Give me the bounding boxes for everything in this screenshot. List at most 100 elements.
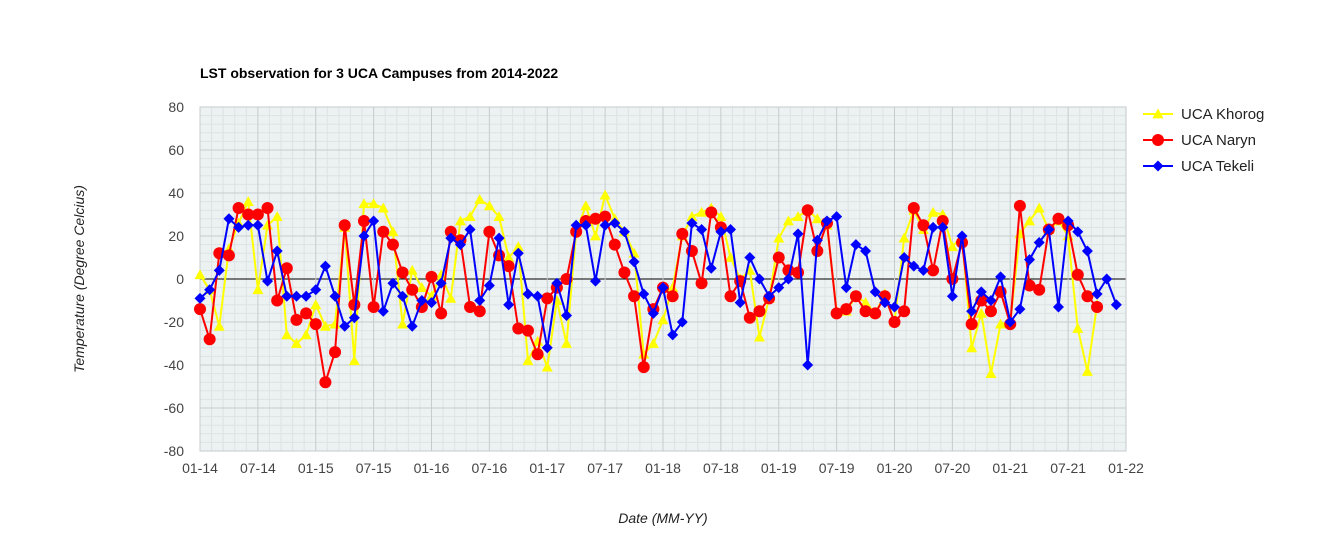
legend-marker[interactable] bbox=[1152, 108, 1164, 119]
data-point-uca-khorog[interactable] bbox=[753, 331, 765, 342]
data-point-uca-tekeli[interactable] bbox=[686, 217, 698, 229]
data-point-uca-naryn[interactable] bbox=[338, 219, 351, 232]
data-point-uca-tekeli[interactable] bbox=[368, 215, 380, 227]
data-point-uca-tekeli[interactable] bbox=[483, 279, 495, 291]
data-point-uca-naryn[interactable] bbox=[541, 292, 554, 305]
data-point-uca-khorog[interactable] bbox=[782, 215, 794, 226]
data-point-uca-khorog[interactable] bbox=[715, 211, 727, 222]
data-point-uca-tekeli[interactable] bbox=[676, 316, 688, 328]
data-point-uca-naryn[interactable] bbox=[608, 238, 621, 251]
data-point-uca-naryn[interactable] bbox=[618, 266, 631, 279]
data-point-uca-khorog[interactable] bbox=[464, 211, 476, 222]
data-point-uca-naryn[interactable] bbox=[927, 264, 940, 277]
data-point-uca-tekeli[interactable] bbox=[1072, 226, 1084, 238]
data-point-uca-tekeli[interactable] bbox=[1043, 224, 1055, 236]
data-point-uca-naryn[interactable] bbox=[435, 307, 448, 320]
data-point-uca-khorog[interactable] bbox=[310, 299, 322, 310]
data-point-uca-tekeli[interactable] bbox=[696, 224, 708, 236]
data-point-uca-naryn[interactable] bbox=[242, 208, 255, 221]
data-point-uca-tekeli[interactable] bbox=[821, 215, 833, 227]
data-point-uca-naryn[interactable] bbox=[300, 307, 313, 320]
data-point-uca-tekeli[interactable] bbox=[570, 219, 582, 231]
data-point-uca-tekeli[interactable] bbox=[426, 297, 437, 309]
data-point-uca-tekeli[interactable] bbox=[310, 284, 322, 296]
data-point-uca-tekeli[interactable] bbox=[860, 245, 872, 257]
data-point-uca-khorog[interactable] bbox=[348, 355, 360, 366]
data-point-uca-tekeli[interactable] bbox=[329, 290, 341, 302]
data-point-uca-tekeli[interactable] bbox=[898, 252, 910, 263]
data-point-uca-naryn[interactable] bbox=[869, 307, 882, 320]
data-point-uca-tekeli[interactable] bbox=[252, 219, 264, 231]
data-point-uca-tekeli[interactable] bbox=[628, 256, 640, 268]
data-point-uca-khorog[interactable] bbox=[1033, 202, 1045, 213]
data-point-uca-khorog[interactable] bbox=[522, 355, 534, 366]
data-point-uca-khorog[interactable] bbox=[541, 361, 553, 372]
data-point-uca-tekeli[interactable] bbox=[204, 284, 216, 296]
data-point-uca-naryn[interactable] bbox=[984, 305, 997, 318]
data-point-uca-khorog[interactable] bbox=[406, 264, 418, 275]
data-point-uca-khorog[interactable] bbox=[493, 211, 505, 222]
data-point-uca-khorog[interactable] bbox=[194, 269, 206, 280]
data-point-uca-khorog[interactable] bbox=[985, 368, 997, 378]
data-point-uca-naryn[interactable] bbox=[599, 210, 612, 223]
data-point-uca-tekeli[interactable] bbox=[773, 282, 785, 294]
data-point-uca-khorog[interactable] bbox=[975, 307, 987, 318]
data-point-uca-tekeli[interactable] bbox=[493, 232, 505, 244]
data-point-uca-naryn[interactable] bbox=[772, 251, 785, 264]
data-point-uca-tekeli[interactable] bbox=[464, 224, 476, 236]
data-point-uca-naryn[interactable] bbox=[637, 361, 650, 374]
data-point-uca-naryn[interactable] bbox=[203, 333, 216, 346]
data-point-uca-naryn[interactable] bbox=[628, 290, 641, 303]
data-point-uca-khorog[interactable] bbox=[898, 232, 910, 243]
data-point-uca-tekeli[interactable] bbox=[300, 290, 312, 302]
data-point-uca-tekeli[interactable] bbox=[532, 290, 544, 302]
data-point-uca-naryn[interactable] bbox=[251, 208, 264, 221]
data-point-uca-naryn[interactable] bbox=[396, 266, 409, 279]
data-point-uca-naryn[interactable] bbox=[367, 300, 380, 313]
data-point-uca-tekeli[interactable] bbox=[831, 211, 843, 223]
data-point-uca-tekeli[interactable] bbox=[966, 305, 978, 317]
data-point-uca-khorog[interactable] bbox=[377, 202, 389, 213]
data-point-uca-tekeli[interactable] bbox=[387, 277, 399, 289]
data-point-uca-tekeli[interactable] bbox=[599, 219, 611, 231]
data-point-uca-tekeli[interactable] bbox=[580, 219, 592, 231]
data-point-uca-tekeli[interactable] bbox=[946, 290, 958, 302]
data-point-uca-tekeli[interactable] bbox=[512, 247, 524, 259]
data-point-uca-tekeli[interactable] bbox=[1052, 301, 1064, 313]
data-point-uca-naryn[interactable] bbox=[801, 204, 814, 217]
data-point-uca-tekeli[interactable] bbox=[194, 292, 206, 304]
data-point-uca-naryn[interactable] bbox=[261, 202, 274, 215]
data-point-uca-tekeli[interactable] bbox=[290, 290, 302, 302]
data-point-uca-tekeli[interactable] bbox=[908, 260, 920, 272]
data-point-uca-khorog[interactable] bbox=[387, 226, 399, 237]
data-point-uca-tekeli[interactable] bbox=[927, 221, 939, 233]
data-point-uca-khorog[interactable] bbox=[580, 200, 592, 211]
data-point-uca-tekeli[interactable] bbox=[792, 228, 804, 240]
data-point-uca-naryn[interactable] bbox=[512, 322, 525, 335]
data-point-uca-naryn[interactable] bbox=[705, 206, 718, 219]
data-point-uca-naryn[interactable] bbox=[521, 324, 534, 337]
data-point-uca-tekeli[interactable] bbox=[1014, 303, 1026, 315]
data-point-uca-khorog[interactable] bbox=[454, 215, 466, 226]
data-point-uca-khorog[interactable] bbox=[213, 320, 225, 331]
data-point-uca-naryn[interactable] bbox=[1091, 300, 1104, 313]
data-point-uca-tekeli[interactable] bbox=[985, 295, 997, 306]
data-point-uca-khorog[interactable] bbox=[995, 318, 1007, 329]
data-point-uca-khorog[interactable] bbox=[416, 282, 428, 292]
data-point-uca-khorog[interactable] bbox=[667, 282, 679, 292]
data-point-uca-naryn[interactable] bbox=[666, 290, 679, 303]
data-point-uca-tekeli[interactable] bbox=[802, 359, 814, 371]
data-point-uca-khorog[interactable] bbox=[503, 252, 515, 262]
data-point-uca-naryn[interactable] bbox=[907, 202, 920, 215]
data-point-uca-khorog[interactable] bbox=[927, 206, 939, 217]
data-point-uca-tekeli[interactable] bbox=[397, 290, 409, 302]
data-point-uca-tekeli[interactable] bbox=[1110, 299, 1122, 311]
data-point-uca-khorog[interactable] bbox=[1024, 215, 1036, 226]
data-point-uca-tekeli[interactable] bbox=[377, 305, 389, 317]
data-point-uca-tekeli[interactable] bbox=[1062, 215, 1074, 227]
data-point-uca-tekeli[interactable] bbox=[271, 245, 283, 257]
data-point-uca-tekeli[interactable] bbox=[744, 252, 756, 263]
data-point-uca-khorog[interactable] bbox=[1081, 365, 1093, 376]
data-point-uca-naryn[interactable] bbox=[1071, 268, 1084, 281]
data-point-uca-tekeli[interactable] bbox=[734, 297, 746, 309]
